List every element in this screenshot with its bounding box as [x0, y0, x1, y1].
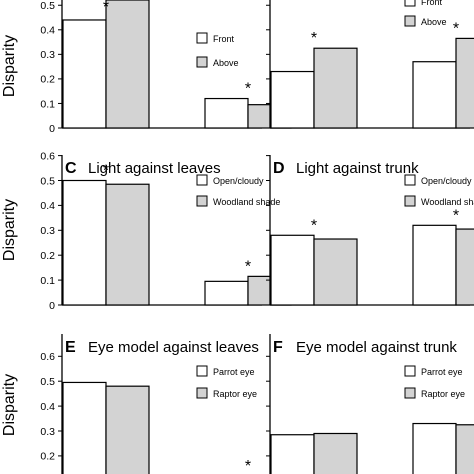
legend-swatch-f-1	[404, 365, 416, 377]
panel-a-significance-star: *	[245, 81, 251, 98]
bar-a-2-first	[204, 97, 249, 129]
panel-a-y-tick-label: 0.2	[40, 74, 55, 86]
legend-label-c-1: Open/cloudy	[213, 176, 264, 186]
legend-swatch-d-1	[404, 174, 416, 186]
legend-label-d-1: Open/cloudy	[421, 176, 472, 186]
panel-d-title: Light against trunk	[296, 160, 419, 177]
panel-e-y-tick-label: 0.3	[40, 426, 55, 438]
panel-c-significance-star: *	[245, 258, 251, 275]
bar-e-1-first	[62, 381, 107, 474]
legend-swatch-a-2	[196, 56, 208, 68]
panel-c-y-tick-label: 0.1	[40, 275, 55, 287]
bar-c-1-second	[105, 183, 150, 306]
bar-b-2-second	[455, 37, 474, 129]
panel-e-label: E	[65, 339, 76, 356]
bar-a-1-first	[62, 19, 107, 129]
legend-label-e-1: Parrot eye	[213, 367, 255, 377]
panel-d-label: D	[273, 160, 285, 177]
bar-b-2-first	[412, 61, 457, 129]
legend-label-f-2: Raptor eye	[421, 389, 465, 399]
panel-d-significance-star: *	[453, 207, 459, 224]
panel-c-y-tick-label: 0.5	[40, 175, 55, 187]
bar-b-1-first	[270, 70, 315, 129]
panel-f-title: Eye model against trunk	[296, 339, 457, 356]
panel-c-title: Light against leaves	[88, 160, 221, 177]
bar-f-1-second	[313, 432, 358, 474]
panel-e-y-tick-label: 0.6	[40, 351, 55, 363]
panel-e-significance-star: *	[245, 458, 251, 474]
bar-d-1-first	[270, 234, 315, 306]
legend-label-a-1: Front	[213, 34, 235, 44]
legend-swatch-c-1	[196, 174, 208, 186]
bar-f-2-second	[455, 424, 474, 474]
bar-f-2-first	[412, 422, 457, 474]
legend-swatch-a-1	[196, 32, 208, 44]
y-axis-label: Disparity	[1, 374, 18, 436]
panel-e-y-tick-label: 0.5	[40, 376, 55, 388]
panel-c-y-tick-label: 0.6	[40, 150, 55, 162]
legend-label-c-2: Woodland shade	[213, 197, 280, 207]
panel-b-significance-star: *	[311, 30, 317, 47]
panel-a-significance-star: *	[103, 0, 109, 16]
legend-swatch-b-1	[404, 0, 416, 7]
panel-a-y-tick-label: 0.1	[40, 98, 55, 110]
bar-d-2-first	[412, 224, 457, 306]
legend-label-f-1: Parrot eye	[421, 367, 463, 377]
legend-swatch-e-2	[196, 387, 208, 399]
panel-a-y-tick-label: 0.4	[40, 25, 55, 37]
y-axis-label: Disparity	[1, 199, 18, 261]
y-axis-label: Disparity	[1, 35, 18, 97]
bar-e-1-second	[105, 385, 150, 474]
bar-c-2-first	[204, 280, 249, 306]
panel-d-significance-star: *	[311, 217, 317, 234]
legend-label-d-2: Woodland shade	[421, 197, 474, 207]
legend-swatch-b-2	[404, 15, 416, 27]
legend-label-b-2: Above	[421, 17, 447, 27]
panel-e-y-tick-label: 0.2	[40, 451, 55, 463]
panel-b-significance-star: *	[453, 20, 459, 37]
legend-swatch-e-1	[196, 365, 208, 377]
legend-label-b-1: Front	[421, 0, 443, 7]
bar-d-1-second	[313, 238, 358, 306]
panel-a-y-tick-label: 0	[49, 123, 55, 135]
bar-a-1-second	[105, 0, 150, 129]
panel-c-label: C	[65, 160, 77, 177]
panel-c-y-tick-label: 0.2	[40, 250, 55, 262]
panel-c-y-tick-label: 0.4	[40, 200, 55, 212]
bar-c-1-first	[62, 179, 107, 306]
legend-swatch-f-2	[404, 387, 416, 399]
bar-f-1-first	[270, 434, 315, 474]
panel-e-title: Eye model against leaves	[88, 339, 259, 356]
panel-a-y-tick-label: 0.5	[40, 0, 55, 12]
panel-e-y-tick-label: 0.4	[40, 401, 55, 413]
legend-label-e-2: Raptor eye	[213, 389, 257, 399]
panel-c-y-tick-label: 0.3	[40, 225, 55, 237]
panel-c-y-tick-label: 0	[49, 300, 55, 312]
panel-f-label: F	[273, 339, 283, 356]
panel-a-y-tick-label: 0.3	[40, 49, 55, 61]
legend-swatch-d-2	[404, 195, 416, 207]
bar-b-1-second	[313, 47, 358, 129]
legend-swatch-c-2	[196, 195, 208, 207]
bar-d-2-second	[455, 228, 474, 306]
legend-label-a-2: Above	[213, 58, 239, 68]
panel-c-significance-star: *	[103, 163, 109, 180]
